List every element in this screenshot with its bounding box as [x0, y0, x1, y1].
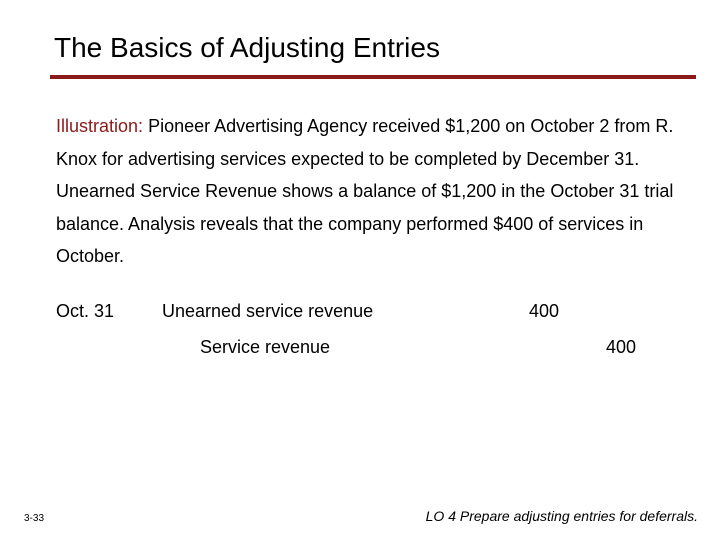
title-divider: [50, 75, 696, 79]
illustration-paragraph: Illustration: Pioneer Advertising Agency…: [56, 110, 696, 273]
page-number: 3-33: [24, 513, 45, 524]
learning-objective: LO 4 Prepare adjusting entries for defer…: [425, 508, 698, 524]
journal-credit-account: Service revenue: [200, 337, 331, 357]
journal-debit-amount: 400: [529, 301, 560, 321]
journal-date: Oct. 31: [56, 301, 115, 321]
slide-title: The Basics of Adjusting Entries: [54, 32, 440, 63]
journal-credit-amount: 400: [606, 337, 637, 357]
illustration-text: Pioneer Advertising Agency received $1,2…: [56, 116, 674, 266]
journal-debit-account: Unearned service revenue: [162, 301, 374, 321]
illustration-label: Illustration:: [56, 116, 144, 136]
